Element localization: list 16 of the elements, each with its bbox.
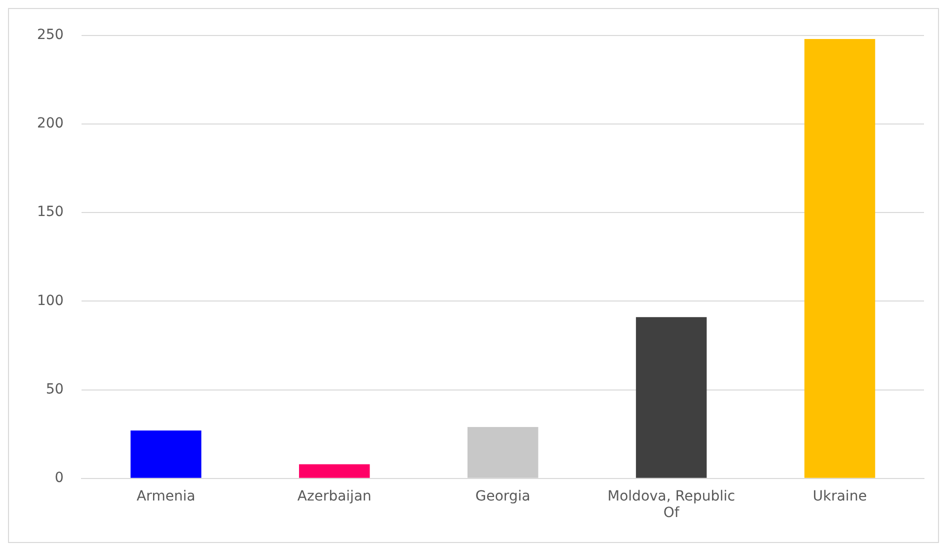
x-tick-label: Ukraine <box>812 488 867 504</box>
x-tick-label: Armenia <box>136 488 196 504</box>
bar <box>804 38 876 478</box>
x-tick-label: Moldova, Republic Of <box>608 488 736 522</box>
y-tick-label: 250 <box>36 27 64 44</box>
bar <box>467 427 538 478</box>
bar <box>299 464 370 478</box>
y-tick-label: 50 <box>46 381 64 398</box>
y-tick-label: 200 <box>36 116 64 132</box>
bar <box>636 317 707 478</box>
y-tick-label: 0 <box>54 470 64 486</box>
x-tick-label: Azerbaijan <box>297 488 372 504</box>
y-tick-label: 100 <box>36 292 64 309</box>
bar <box>130 430 202 478</box>
y-tick-label: 150 <box>36 204 64 220</box>
x-tick-label: Georgia <box>475 488 530 504</box>
